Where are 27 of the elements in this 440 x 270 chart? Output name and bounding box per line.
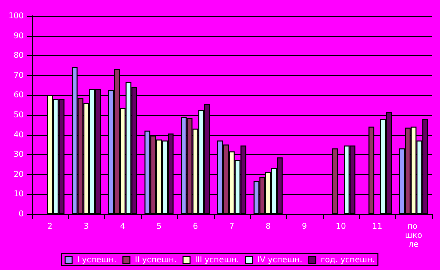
x-tick-label: 6 — [193, 222, 198, 231]
legend-label: I успешн. — [77, 256, 117, 264]
x-tick-label: 11 — [372, 222, 383, 231]
x-tick-label: 10 — [336, 222, 346, 231]
legend-label: II успешн. — [135, 256, 177, 264]
y-tick-label: 30 — [14, 150, 24, 160]
legend-label: III успешн. — [195, 256, 240, 264]
y-tick-label: 70 — [14, 70, 24, 80]
y-tick-label: 60 — [14, 90, 24, 100]
y-tick-label: 90 — [14, 31, 24, 40]
y-tick-label: 10 — [14, 190, 24, 199]
y-tick-label: 20 — [14, 170, 24, 179]
x-tick-label: 3 — [84, 222, 90, 231]
y-tick-label: 0 — [18, 210, 24, 218]
y-tick-label: 50 — [14, 110, 24, 120]
x-tick-label: 8 — [266, 222, 271, 231]
legend-label: IV успешн. — [258, 256, 303, 264]
y-tick-label: 100 — [8, 12, 24, 20]
x-tick-label: 4 — [120, 222, 126, 231]
y-tick-label: 80 — [14, 51, 24, 60]
x-tick-label: 9 — [302, 222, 308, 231]
x-tick-label: 5 — [156, 222, 162, 231]
x-tick-label: 2 — [48, 222, 53, 231]
x-tick-label: по школе — [405, 222, 422, 249]
legend-label: год. успешн. — [321, 256, 376, 264]
y-tick-label: 40 — [14, 130, 24, 140]
x-tick-label: 7 — [229, 222, 235, 231]
